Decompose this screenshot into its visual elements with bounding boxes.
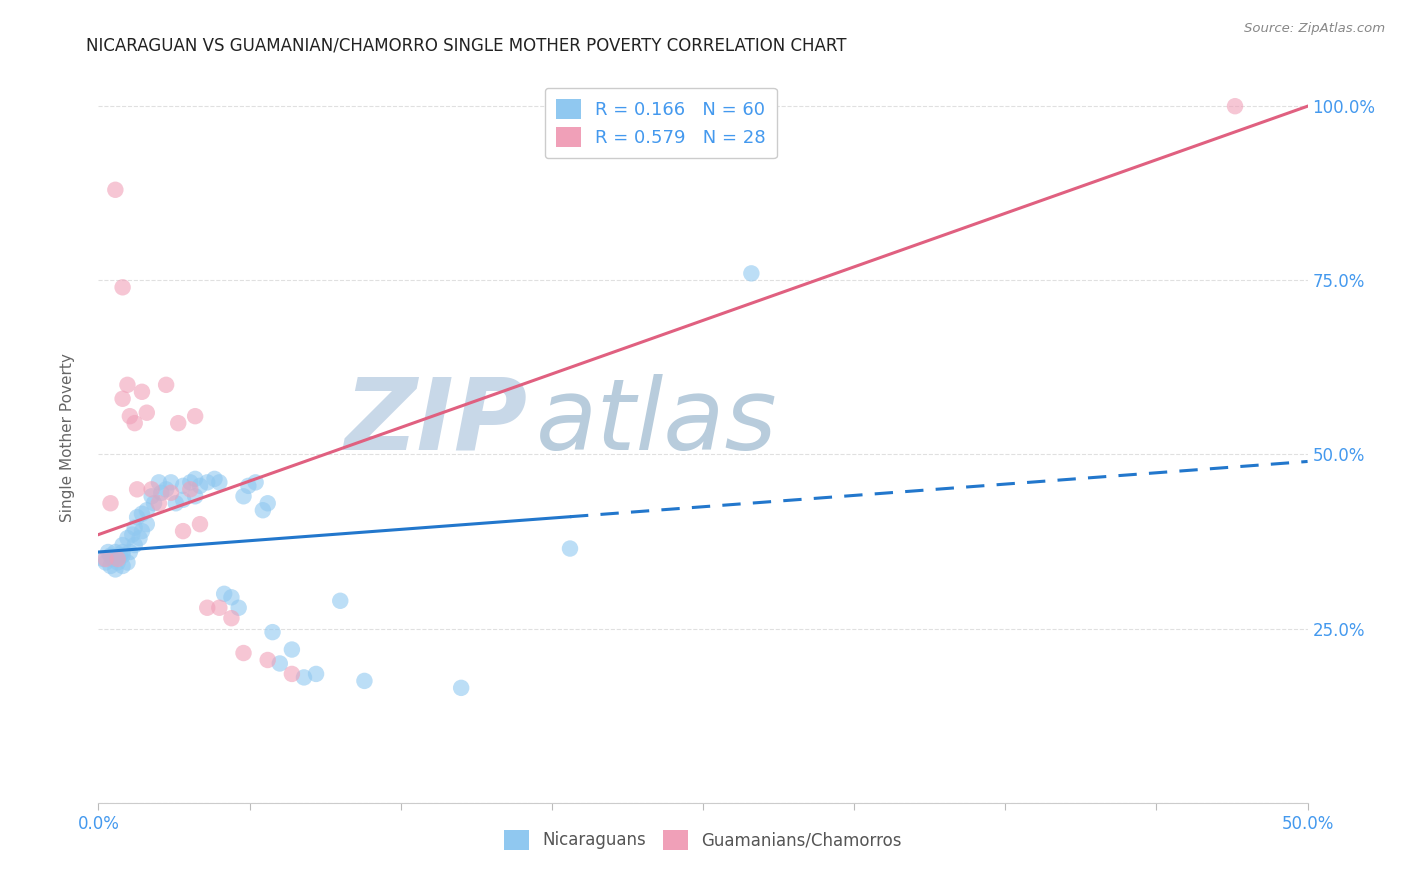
Point (155, 377, 177, 392)
Point (118, 545, 141, 559)
Point (100, 496, 122, 510)
Y-axis label: Single Mother Poverty: Single Mother Poverty (60, 352, 75, 522)
Point (111, 392, 134, 406)
Point (135, 406, 157, 420)
Point (121, 527, 143, 541)
Point (252, 503, 274, 517)
Point (107, 552, 129, 566)
Point (165, 496, 187, 510)
Point (212, 587, 235, 601)
Point (131, 524, 153, 538)
Point (221, 611, 243, 625)
Point (111, 549, 134, 563)
Point (179, 475, 201, 490)
Point (118, 409, 141, 424)
Point (232, 489, 254, 503)
Point (172, 492, 194, 507)
Point (204, 472, 226, 486)
Point (292, 670, 315, 684)
Point (155, 483, 177, 497)
Point (172, 479, 194, 493)
Legend: Nicaraguans, Guamanians/Chamorros: Nicaraguans, Guamanians/Chamorros (498, 823, 908, 856)
Point (135, 517, 157, 532)
Point (184, 409, 207, 424)
Point (101, 552, 124, 566)
Point (281, 667, 304, 681)
Point (221, 591, 243, 605)
Point (104, 545, 127, 559)
Point (117, 377, 139, 392)
Text: ZIP: ZIP (344, 374, 527, 471)
Point (117, 531, 139, 545)
Point (104, 562, 127, 576)
Point (124, 521, 146, 535)
Point (128, 531, 150, 545)
Text: atlas: atlas (536, 374, 778, 471)
Point (141, 489, 163, 503)
Point (150, 485, 173, 500)
Point (305, 667, 328, 681)
Point (208, 600, 231, 615)
Point (117, 556, 139, 570)
Text: NICARAGUAN VS GUAMANIAN/CHAMORRO SINGLE MOTHER POVERTY CORRELATION CHART: NICARAGUAN VS GUAMANIAN/CHAMORRO SINGLE … (86, 37, 846, 54)
Point (353, 673, 375, 688)
Point (450, 681, 472, 695)
Point (179, 483, 201, 497)
Point (107, 556, 129, 570)
Point (148, 475, 170, 490)
Point (111, 558, 134, 573)
Point (208, 475, 231, 490)
Point (184, 489, 207, 503)
Point (111, 280, 134, 294)
Point (127, 483, 149, 497)
Point (167, 416, 190, 430)
Point (100, 549, 122, 563)
Point (127, 510, 149, 524)
Point (111, 538, 134, 552)
Point (141, 483, 163, 497)
Point (94, 552, 117, 566)
Point (91, 552, 114, 566)
Point (94, 556, 117, 570)
Point (228, 600, 250, 615)
Point (195, 600, 218, 615)
Point (131, 384, 153, 399)
Point (740, 266, 762, 280)
Point (160, 475, 183, 490)
Point (238, 479, 260, 493)
Point (131, 507, 153, 521)
Point (329, 594, 352, 608)
Point (232, 646, 254, 660)
Point (100, 558, 122, 573)
Point (188, 479, 211, 493)
Point (172, 524, 194, 538)
Point (195, 475, 218, 490)
Point (245, 475, 267, 490)
Point (124, 538, 146, 552)
Point (97, 545, 120, 559)
Point (104, 183, 127, 197)
Point (269, 657, 291, 671)
Point (1223, 99, 1246, 113)
Point (256, 653, 278, 667)
Point (124, 416, 146, 430)
Point (148, 496, 170, 510)
Point (143, 496, 166, 510)
Point (111, 545, 134, 559)
Point (262, 625, 284, 640)
Point (558, 541, 581, 556)
Point (188, 517, 211, 532)
Point (135, 503, 157, 517)
Text: Source: ZipAtlas.com: Source: ZipAtlas.com (1244, 22, 1385, 36)
Point (108, 549, 131, 563)
Point (256, 496, 278, 510)
Point (160, 485, 183, 500)
Point (281, 642, 304, 657)
Point (184, 472, 207, 486)
